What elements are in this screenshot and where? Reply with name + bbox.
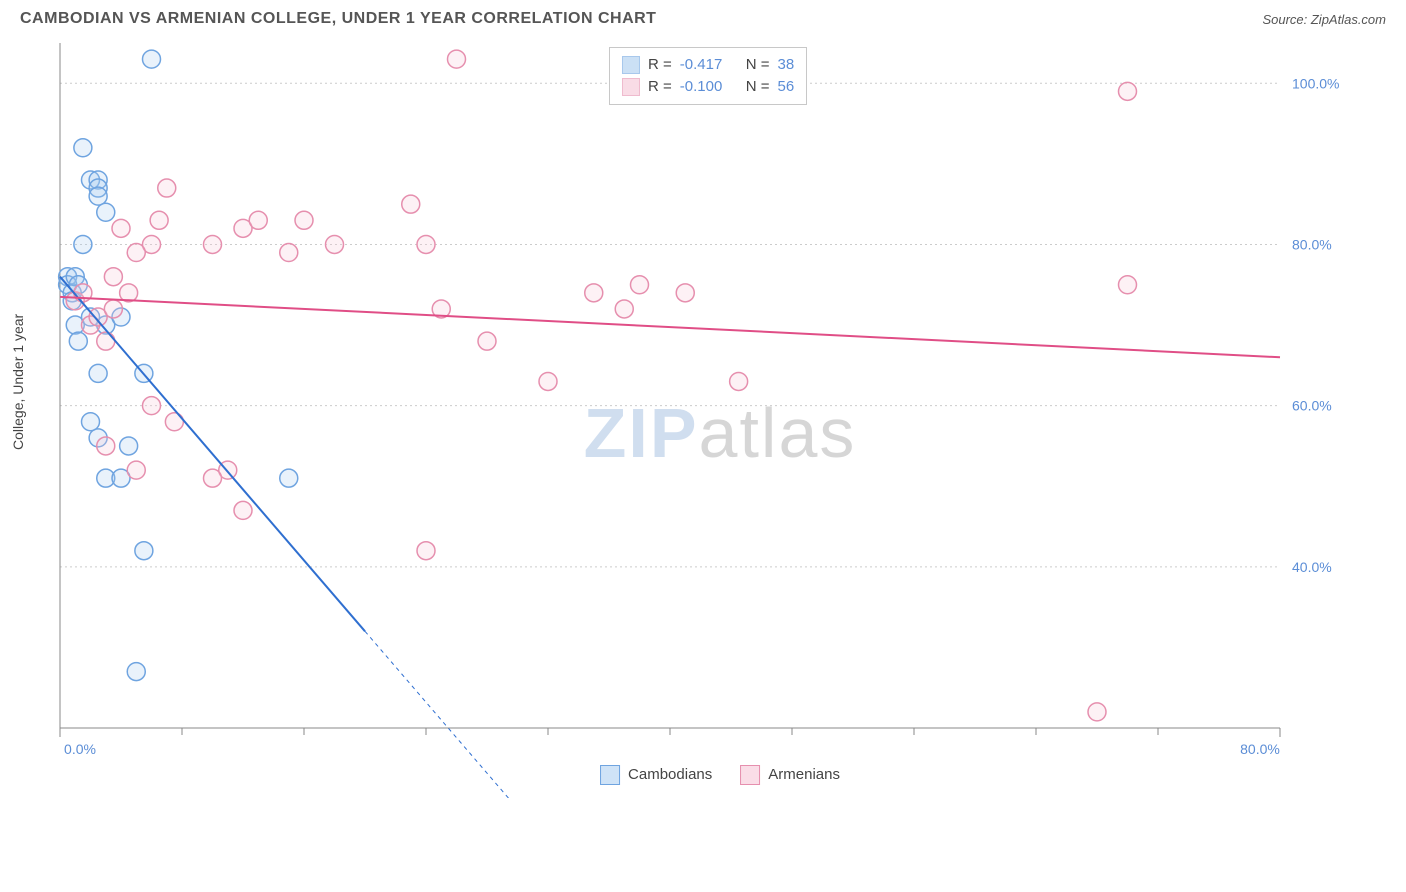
legend-n-value: 56	[778, 76, 795, 98]
legend-row-cambodians: R = -0.417 N = 38	[622, 54, 794, 76]
y-axis-label: College, Under 1 year	[10, 314, 26, 450]
svg-text:80.0%: 80.0%	[1292, 236, 1332, 252]
scatter-chart: 40.0% 60.0% 80.0% 100.0% 0.0% 80.0%	[50, 38, 1350, 798]
series-legend-label: Cambodians	[628, 764, 712, 786]
series-legend: Cambodians Armenians	[600, 764, 840, 786]
legend-n-label: N =	[746, 54, 770, 76]
series-legend-item: Cambodians	[600, 764, 712, 786]
svg-text:0.0%: 0.0%	[64, 741, 96, 757]
chart-title: CAMBODIAN VS ARMENIAN COLLEGE, UNDER 1 Y…	[20, 10, 656, 28]
legend-r-value: -0.100	[680, 76, 738, 98]
series-legend-item: Armenians	[740, 764, 840, 786]
legend-swatch-icon	[622, 78, 640, 96]
svg-text:60.0%: 60.0%	[1292, 398, 1332, 414]
legend-swatch-icon	[622, 56, 640, 74]
legend-n-value: 38	[778, 54, 795, 76]
source-name: ZipAtlas.com	[1311, 12, 1386, 27]
legend-r-value: -0.417	[680, 54, 738, 76]
svg-text:100.0%: 100.0%	[1292, 75, 1339, 91]
legend-r-label: R =	[648, 54, 672, 76]
chart-container: 40.0%60.0%80.0%100.0%0.0%80.0% ZIPatlas …	[50, 38, 1390, 828]
svg-text:80.0%: 80.0%	[1240, 741, 1280, 757]
header: CAMBODIAN VS ARMENIAN COLLEGE, UNDER 1 Y…	[0, 0, 1406, 34]
source-prefix: Source:	[1262, 12, 1310, 27]
legend-r-label: R =	[648, 76, 672, 98]
series-legend-label: Armenians	[768, 764, 840, 786]
svg-text:40.0%: 40.0%	[1292, 559, 1332, 575]
legend-swatch-icon	[600, 765, 620, 785]
source-attribution: Source: ZipAtlas.com	[1262, 12, 1386, 27]
legend-row-armenians: R = -0.100 N = 56	[622, 76, 794, 98]
correlation-legend: R = -0.417 N = 38 R = -0.100 N = 56	[609, 47, 807, 105]
legend-swatch-icon	[740, 765, 760, 785]
legend-n-label: N =	[746, 76, 770, 98]
